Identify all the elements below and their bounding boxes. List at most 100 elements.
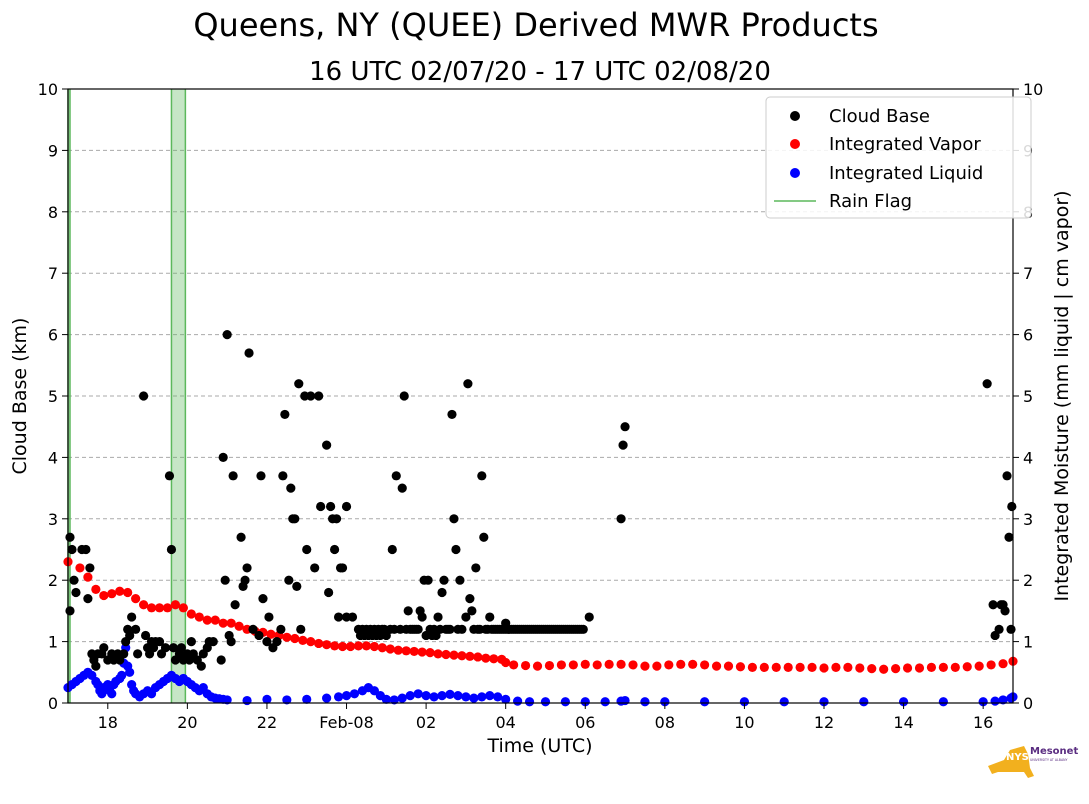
integrated-vapor-point [457, 651, 467, 661]
integrated-vapor-point [139, 600, 149, 610]
cloud-base-point [423, 575, 433, 585]
cloud-base-point [264, 612, 274, 622]
integrated-vapor-point [202, 615, 212, 625]
integrated-liquid-point [898, 697, 909, 707]
integrated-liquid-point [107, 689, 117, 699]
cloud-base-point [230, 600, 240, 610]
integrated-liquid-point [461, 692, 471, 702]
cloud-base-point [160, 643, 171, 653]
integrated-vapor-point [891, 664, 901, 674]
legend-box [765, 96, 1032, 219]
integrated-vapor-point [449, 650, 459, 660]
chart-subtitle: 16 UTC 02/07/20 - 17 UTC 02/08/20 [309, 57, 771, 87]
y-tick-label-left: 5 [48, 387, 58, 406]
integrated-vapor-point [465, 651, 475, 661]
cloud-base-point [236, 532, 246, 542]
integrated-vapor-point [481, 653, 491, 663]
y-tick-label-right: 6 [1023, 326, 1033, 345]
integrated-vapor-point [489, 654, 499, 664]
integrated-liquid-point [859, 697, 869, 707]
integrated-vapor-point [361, 641, 372, 651]
cloud-base-point [449, 514, 459, 524]
x-tick-label: 10 [734, 713, 754, 732]
integrated-liquid-point [349, 689, 360, 699]
cloud-base-point [220, 575, 230, 585]
integrated-vapor-point [688, 659, 698, 669]
integrated-vapor-point [83, 572, 93, 582]
cloud-base-point [226, 637, 236, 647]
y-tick-label-left: 7 [48, 264, 58, 283]
integrated-vapor-point [314, 638, 324, 649]
integrated-vapor-point [409, 646, 419, 657]
cloud-base-point [164, 471, 175, 481]
cloud-base-point [65, 532, 75, 542]
cloud-base-point [125, 630, 135, 641]
integrated-vapor-point [417, 647, 427, 657]
integrated-liquid-point [242, 695, 252, 706]
integrated-liquid-point [501, 694, 511, 704]
y-tick-label-left: 9 [48, 141, 58, 160]
cloud-base-point [329, 544, 340, 555]
integrated-vapor-point [580, 659, 590, 669]
cloud-base-point [131, 624, 141, 634]
integrated-vapor-point [178, 603, 188, 613]
cloud-base-point [166, 544, 177, 555]
integrated-liquid-point [600, 697, 610, 707]
integrated-vapor-point [998, 659, 1008, 669]
y-tick-label-left: 4 [48, 448, 58, 467]
data-points [63, 330, 1018, 707]
integrated-liquid-point [381, 694, 391, 704]
cloud-base-point [280, 409, 290, 420]
integrated-vapor-point [433, 649, 443, 659]
cloud-base-point [485, 612, 495, 622]
cloud-base-point [290, 514, 300, 524]
integrated-liquid-point [477, 692, 487, 702]
integrated-liquid-point [739, 697, 750, 707]
integrated-vapor-point [879, 664, 889, 674]
y-tick-label-left: 10 [38, 80, 58, 99]
cloud-base-point [186, 637, 196, 647]
cloud-base-point [278, 471, 288, 481]
integrated-vapor-point [831, 662, 841, 672]
integrated-vapor-point [652, 661, 662, 671]
integrated-liquid-point [445, 689, 455, 700]
integrated-liquid-point [429, 692, 439, 702]
integrated-vapor-point [604, 659, 614, 669]
integrated-liquid-point [389, 695, 399, 705]
cloud-base-point [314, 391, 324, 401]
cloud-base-point [196, 661, 206, 671]
integrated-vapor-point [628, 660, 638, 670]
integrated-liquid-point [998, 695, 1008, 705]
integrated-vapor-point [986, 660, 996, 670]
integrated-liquid-point [222, 695, 232, 705]
cloud-base-point [465, 594, 475, 604]
integrated-vapor-point [131, 594, 141, 604]
integrated-vapor-point [345, 641, 356, 652]
x-axis-label: Time (UTC) [486, 735, 592, 757]
cloud-base-point [244, 348, 254, 358]
integrated-vapor-point [162, 603, 173, 613]
integrated-vapor-point [170, 600, 181, 610]
cloud-base-point [216, 655, 226, 665]
integrated-liquid-point [453, 691, 463, 701]
cloud-base-point [218, 452, 228, 462]
cloud-base-point [176, 643, 186, 653]
cloud-base-point [618, 440, 628, 450]
integrated-vapor-point [393, 645, 403, 655]
logo-nys-text: NYS [1006, 752, 1029, 763]
logo-mesonet-text: Mesonet [1030, 746, 1078, 757]
y-tick-label-right: 5 [1023, 387, 1033, 406]
cloud-base-point [445, 624, 455, 634]
cloud-base-point [982, 379, 992, 389]
cloud-base-point [316, 501, 326, 512]
x-tick-label: 22 [257, 713, 277, 732]
cloud-base-point [331, 514, 342, 524]
cloud-base-point [616, 514, 626, 524]
y-tick-label-left: 6 [48, 326, 58, 345]
y-tick-label-left: 8 [48, 203, 58, 222]
cloud-base-point [254, 630, 264, 641]
y-tick-label-right: 0 [1023, 694, 1033, 713]
integrated-liquid-point [397, 693, 407, 703]
cloud-base-point [994, 624, 1004, 634]
